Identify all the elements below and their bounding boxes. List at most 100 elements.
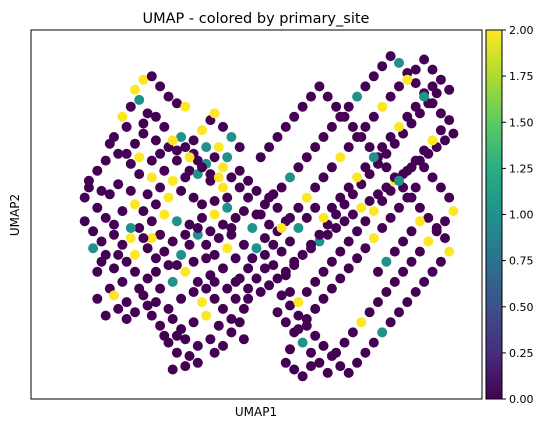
scatter-point <box>385 212 396 223</box>
scatter-point <box>318 340 329 351</box>
scatter-point <box>121 148 132 159</box>
scatter-point <box>117 276 128 287</box>
scatter-point <box>268 260 279 271</box>
scatter-point <box>171 216 182 227</box>
scatter-point <box>150 199 161 210</box>
scatter-points <box>79 51 459 382</box>
scatter-point <box>335 361 346 372</box>
scatter-point <box>352 91 363 102</box>
scatter-point <box>138 74 149 85</box>
scatter-point <box>435 256 446 267</box>
scatter-point <box>352 253 363 264</box>
scatter-point <box>272 273 283 284</box>
scatter-point <box>130 199 140 210</box>
scatter-point <box>352 172 363 183</box>
scatter-point <box>125 158 136 169</box>
scatter-point <box>138 233 149 244</box>
scatter-point <box>113 179 124 190</box>
scatter-point <box>117 206 128 217</box>
colorbar-tick-label: 0.25 <box>509 347 534 360</box>
scatter-point <box>188 192 199 203</box>
scatter-point <box>109 290 119 301</box>
scatter-point <box>293 162 304 173</box>
scatter-point <box>226 132 237 142</box>
scatter-point <box>444 115 455 126</box>
scatter-point <box>192 223 203 233</box>
scatter-point <box>331 223 342 233</box>
scatter-point <box>117 111 128 122</box>
scatter-point <box>192 357 203 368</box>
scatter-point <box>155 283 166 294</box>
scatter-point <box>251 273 262 284</box>
scatter-point <box>444 246 455 257</box>
scatter-point <box>264 280 275 291</box>
scatter-point <box>100 155 111 166</box>
scatter-point <box>209 152 220 163</box>
scatter-point <box>410 101 421 112</box>
scatter-point <box>255 287 266 297</box>
scatter-point <box>100 212 111 223</box>
scatter-point <box>251 209 262 220</box>
scatter-point <box>423 212 434 223</box>
scatter-point <box>201 142 212 153</box>
scatter-point <box>364 307 375 318</box>
scatter-point <box>230 293 241 304</box>
scatter-point <box>293 324 304 335</box>
scatter-point <box>414 202 425 213</box>
scatter-point <box>184 152 195 163</box>
scatter-point <box>218 303 228 314</box>
scatter-point <box>209 108 220 119</box>
scatter-point <box>318 293 329 304</box>
scatter-point <box>297 249 308 260</box>
scatter-point <box>352 226 363 237</box>
scatter-point <box>167 135 178 146</box>
scatter-point <box>272 307 283 318</box>
colorbar <box>485 29 503 400</box>
scatter-point <box>406 256 417 267</box>
scatter-point <box>394 81 404 92</box>
scatter-point <box>335 152 346 163</box>
scatter-point <box>360 347 371 358</box>
scatter-point <box>230 212 241 223</box>
scatter-point <box>410 182 421 193</box>
scatter-point <box>188 135 199 146</box>
scatter-point <box>280 317 291 328</box>
scatter-point <box>364 142 375 153</box>
scatter-point <box>285 212 295 223</box>
scatter-point <box>306 361 316 372</box>
scatter-point <box>88 243 99 254</box>
scatter-point <box>343 182 354 193</box>
scatter-point <box>356 202 367 213</box>
scatter-point <box>205 226 216 237</box>
scatter-point <box>377 61 388 72</box>
scatter-point <box>222 243 233 254</box>
scatter-point <box>163 192 174 203</box>
scatter-point <box>138 206 149 217</box>
scatter-point <box>297 337 308 348</box>
scatter-point <box>394 57 404 68</box>
scatter-point <box>385 91 396 102</box>
scatter-point <box>440 233 450 244</box>
scatter-point <box>285 344 295 355</box>
scatter-point <box>343 367 354 378</box>
scatter-point <box>150 266 161 277</box>
scatter-point <box>176 132 187 142</box>
scatter-point <box>314 81 325 92</box>
scatter-point <box>410 287 421 297</box>
scatter-point <box>306 239 316 250</box>
scatter-point <box>280 357 291 368</box>
scatter-point <box>272 202 283 213</box>
scatter-point <box>125 101 136 112</box>
scatter-point <box>167 175 178 186</box>
scatter-point <box>389 276 400 287</box>
scatter-point <box>259 199 270 210</box>
scatter-point <box>435 125 446 136</box>
scatter-point <box>130 266 140 277</box>
scatter-point <box>171 145 182 156</box>
scatter-point <box>113 249 124 260</box>
scatter-point <box>155 182 166 193</box>
scatter-point <box>368 111 379 122</box>
scatter-point <box>377 142 388 153</box>
scatter-point <box>398 236 409 247</box>
scatter-point <box>318 132 329 142</box>
